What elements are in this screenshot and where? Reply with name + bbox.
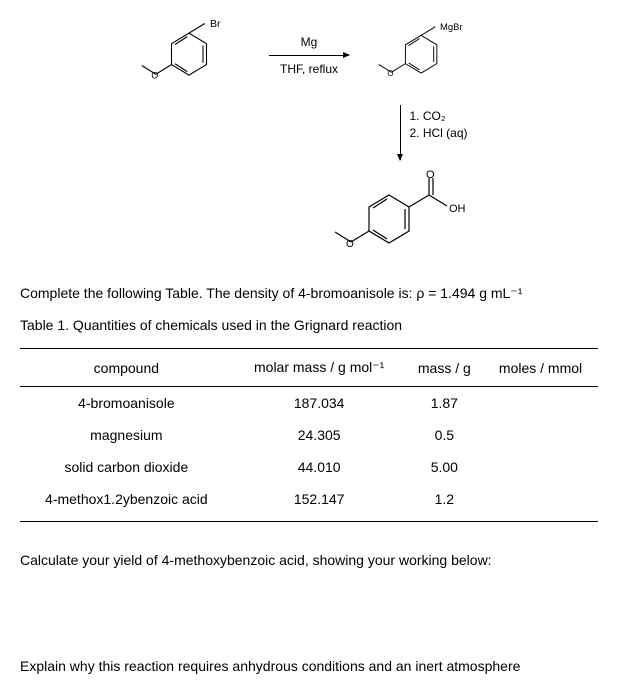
o-label-2: O [387, 69, 393, 78]
reagent-bottom: THF, reflux [264, 62, 354, 76]
reaction-step2: 1. CO₂ 2. HCl (aq) [230, 100, 598, 160]
carbonyl-o: O [426, 170, 435, 181]
table-row: solid carbon dioxide 44.010 5.00 [20, 451, 598, 483]
mgbr-label: MgBr [440, 21, 462, 32]
col-molarmass: molar mass / g mol⁻¹ [233, 349, 406, 387]
reaction-scheme-row1: Br O Mg THF, reflux MgBr O [20, 20, 598, 90]
o-label-3: O [346, 239, 354, 250]
instruction-text: Complete the following Table. The densit… [20, 285, 598, 302]
table-row: magnesium 24.305 0.5 [20, 419, 598, 451]
col-compound: compound [20, 349, 233, 387]
condition-1: 1. CO₂ [409, 108, 467, 125]
reagent-top: Mg [264, 35, 354, 49]
molecule-bromoanisole: Br O [134, 20, 244, 90]
question-yield: Calculate your yield of 4-methoxybenzoic… [20, 552, 598, 568]
reaction-arrow-1: Mg THF, reflux [264, 20, 354, 76]
col-moles: moles / mmol [483, 349, 598, 387]
br-label: Br [210, 20, 221, 30]
question-anhydrous: Explain why this reaction requires anhyd… [20, 658, 598, 674]
o-label-1: O [151, 71, 158, 81]
arrow-down-icon [400, 105, 401, 160]
col-mass: mass / g [406, 349, 484, 387]
molecule-product: O O OH [334, 170, 484, 260]
condition-2: 2. HCl (aq) [409, 125, 467, 142]
quantities-table: compound molar mass / g mol⁻¹ mass / g m… [20, 348, 598, 522]
molecule-grignard: MgBr O [374, 20, 484, 90]
oh-label: OH [449, 203, 466, 215]
table-row: 4-methox1.2ybenzoic acid 152.147 1.2 [20, 483, 598, 522]
table-caption: Table 1. Quantities of chemicals used in… [20, 317, 598, 333]
table-row: 4-bromoanisole 187.034 1.87 [20, 387, 598, 420]
molecule-product-wrap: O O OH [220, 170, 598, 260]
arrow-right-icon [269, 55, 349, 56]
